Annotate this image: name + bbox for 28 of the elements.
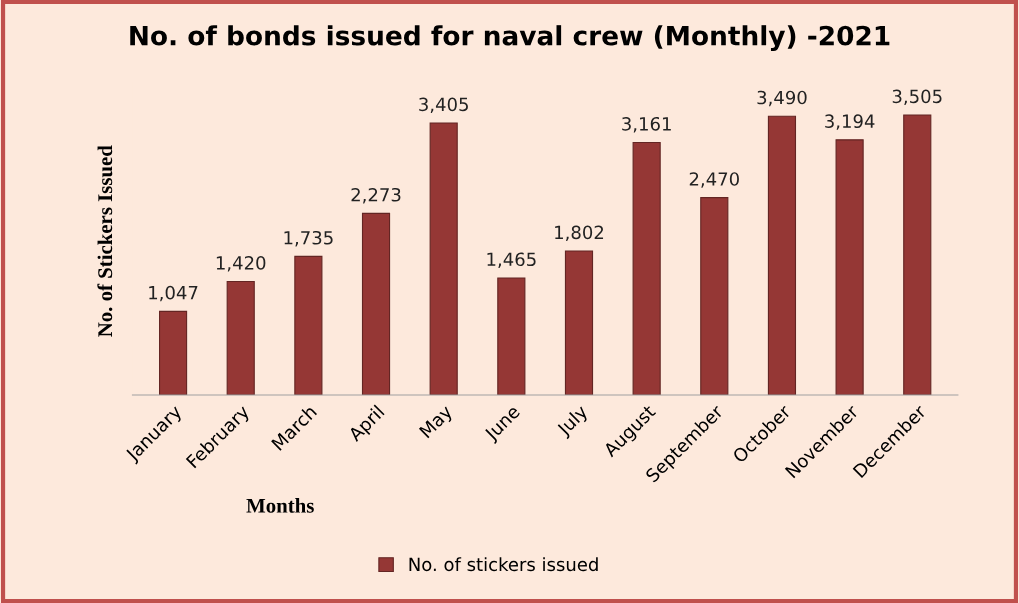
data-label: 1,735 — [284, 230, 333, 247]
data-label: 2,273 — [351, 187, 401, 204]
bar — [158, 310, 188, 395]
legend-label: No. of stickers issued — [409, 557, 598, 572]
data-label: 1,802 — [555, 225, 604, 242]
bar — [497, 277, 526, 395]
data-label: 3,505 — [892, 89, 942, 106]
data-label: 3,405 — [419, 97, 468, 113]
bar — [903, 114, 932, 395]
data-label: 3,194 — [825, 114, 875, 130]
bar — [767, 115, 797, 395]
bar — [835, 139, 864, 395]
data-label: 1,047 — [149, 285, 198, 302]
bar — [700, 197, 729, 395]
bar — [564, 250, 594, 395]
bar — [294, 255, 323, 395]
bar — [632, 141, 661, 395]
data-label: 3,161 — [622, 116, 671, 133]
bar — [429, 122, 458, 395]
data-label: 3,490 — [757, 90, 807, 107]
x-axis-title: Months — [246, 498, 314, 513]
bar — [226, 280, 255, 395]
data-label: 1,465 — [487, 252, 536, 268]
y-axis-title: No. of Stickers Issued — [97, 145, 113, 337]
data-label: 1,420 — [216, 256, 266, 272]
bar — [361, 212, 391, 395]
chart-title: No. of bonds issued for naval crew (Monthly) -2021 — [130, 25, 890, 51]
data-label: 2,470 — [689, 172, 739, 188]
